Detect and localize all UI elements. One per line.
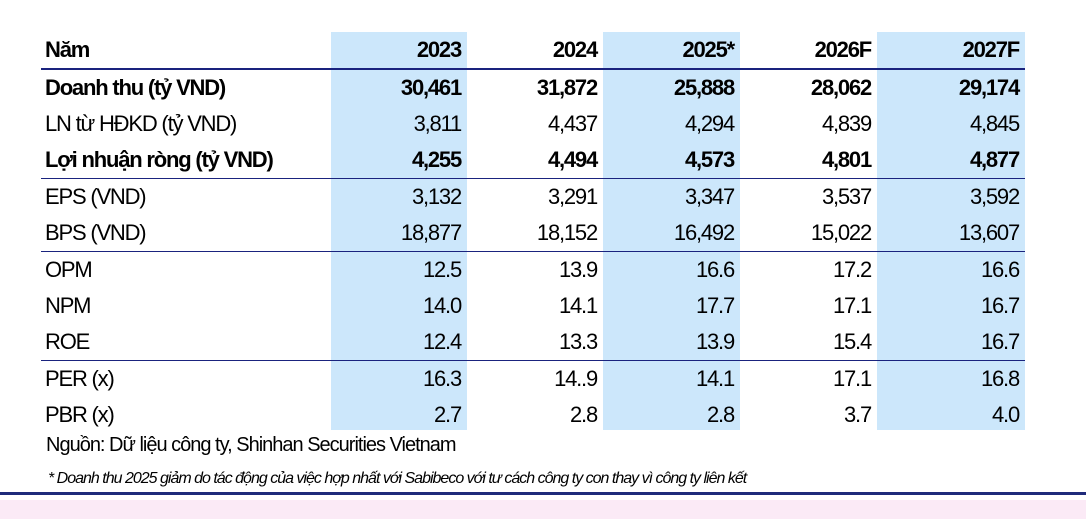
cell: 2.8 — [570, 402, 598, 427]
cell: 4,573 — [603, 142, 740, 179]
row-label: LN từ HĐKD (tỷ VND) — [45, 111, 237, 136]
cell: 4,877 — [877, 142, 1025, 179]
cell: 4,294 — [684, 111, 735, 136]
table-row-pbr: PBR (x) 2.7 2.8 2.8 3.7 4.0 — [41, 397, 1025, 433]
table-row-bps: BPS (VND) 18,877 18,152 16,492 15,022 13… — [41, 215, 1025, 252]
cell: 13.9 — [558, 257, 598, 282]
cell: 4,845 — [969, 111, 1020, 136]
row-label: EPS (VND) — [45, 184, 147, 209]
table-row-roe: ROE 12.4 13.3 13.9 15.4 16.7 — [41, 324, 1025, 361]
cell: 12.5 — [422, 257, 462, 282]
cell: 13,607 — [877, 215, 1025, 252]
header-2025: 2025* — [603, 32, 740, 70]
cell: 14.1 — [558, 293, 598, 318]
cell: 4,801 — [740, 142, 877, 179]
row-label: Doanh thu (tỷ VND) — [45, 75, 226, 100]
divider-line — [0, 492, 1086, 495]
cell: 13.9 — [603, 324, 740, 361]
row-label: PER (x) — [45, 366, 115, 391]
cell: 16,492 — [603, 215, 740, 252]
header-2023: 2023 — [331, 32, 467, 70]
cell: 17.2 — [832, 257, 872, 282]
row-label: NPM — [45, 293, 91, 318]
cell: 13.3 — [467, 324, 603, 361]
cell: 3,811 — [413, 111, 463, 136]
row-label: Lợi nhuận ròng (tỷ VND) — [41, 142, 331, 179]
cell: 3,347 — [684, 184, 735, 209]
cell: 12.4 — [331, 324, 467, 361]
cell: 3,132 — [411, 184, 462, 209]
table-row-revenue: Doanh thu (tỷ VND) 30,461 31,872 25,888 … — [41, 69, 1025, 106]
cell: 15.4 — [740, 324, 877, 361]
cell: 4,839 — [821, 111, 872, 136]
cell: 14.0 — [422, 293, 462, 318]
table-row-eps: EPS (VND) 3,132 3,291 3,347 3,537 3,592 — [41, 179, 1025, 216]
financial-summary-table: Năm 2023 2024 2025* 2026F 2027F Doanh th… — [41, 32, 1025, 433]
table-row-operating-profit: LN từ HĐKD (tỷ VND) 3,811 4,437 4,294 4,… — [41, 106, 1025, 142]
table-header-row: Năm 2023 2024 2025* 2026F 2027F — [41, 32, 1025, 70]
row-label: PBR (x) — [45, 402, 115, 427]
cell: 18,152 — [467, 215, 603, 252]
cell: 3.7 — [844, 402, 872, 427]
cell: 30,461 — [400, 75, 462, 100]
header-2024: 2024 — [467, 32, 603, 70]
cell: 16.8 — [980, 366, 1020, 391]
cell: 31,872 — [536, 75, 598, 100]
bottom-band — [0, 500, 1086, 519]
row-label: ROE — [41, 324, 331, 361]
header-2026f: 2026F — [740, 32, 877, 70]
cell: 18,877 — [331, 215, 467, 252]
cell: 3,291 — [547, 184, 598, 209]
cell: 2.7 — [434, 402, 462, 427]
source-note: Nguồn: Dữ liệu công ty, Shinhan Securiti… — [46, 434, 457, 456]
table-row-net-profit: Lợi nhuận ròng (tỷ VND) 4,255 4,494 4,57… — [41, 142, 1025, 179]
cell: 14.1 — [695, 366, 735, 391]
cell: 16.7 — [877, 324, 1025, 361]
cell: 15,022 — [740, 215, 877, 252]
cell: 29,174 — [958, 75, 1020, 100]
cell: 4.0 — [992, 402, 1020, 427]
cell: 17.1 — [832, 366, 872, 391]
cell: 16.7 — [980, 293, 1020, 318]
cell: 16.6 — [980, 257, 1020, 282]
cell: 3,537 — [821, 184, 872, 209]
cell: 4,255 — [331, 142, 467, 179]
cell: 2.8 — [707, 402, 735, 427]
cell: 4,494 — [467, 142, 603, 179]
cell: 16.3 — [422, 366, 462, 391]
header-2027f: 2027F — [877, 32, 1025, 70]
footnote: * Doanh thu 2025 giảm do tác động của vi… — [48, 470, 747, 487]
row-label: BPS (VND) — [41, 215, 331, 252]
row-label: OPM — [45, 257, 93, 282]
cell: 17.7 — [695, 293, 735, 318]
header-year-label: Năm — [41, 32, 331, 70]
cell: 4,437 — [547, 111, 598, 136]
cell: 14..9 — [554, 366, 598, 391]
cell: 28,062 — [810, 75, 872, 100]
table-row-opm: OPM 12.5 13.9 16.6 17.2 16.6 — [41, 252, 1025, 289]
cell: 25,888 — [673, 75, 735, 100]
table-row-npm: NPM 14.0 14.1 17.7 17.1 16.7 — [41, 288, 1025, 324]
table-row-per: PER (x) 16.3 14..9 14.1 17.1 16.8 — [41, 361, 1025, 398]
cell: 3,592 — [969, 184, 1020, 209]
cell: 17.1 — [832, 293, 872, 318]
cell: 16.6 — [695, 257, 735, 282]
